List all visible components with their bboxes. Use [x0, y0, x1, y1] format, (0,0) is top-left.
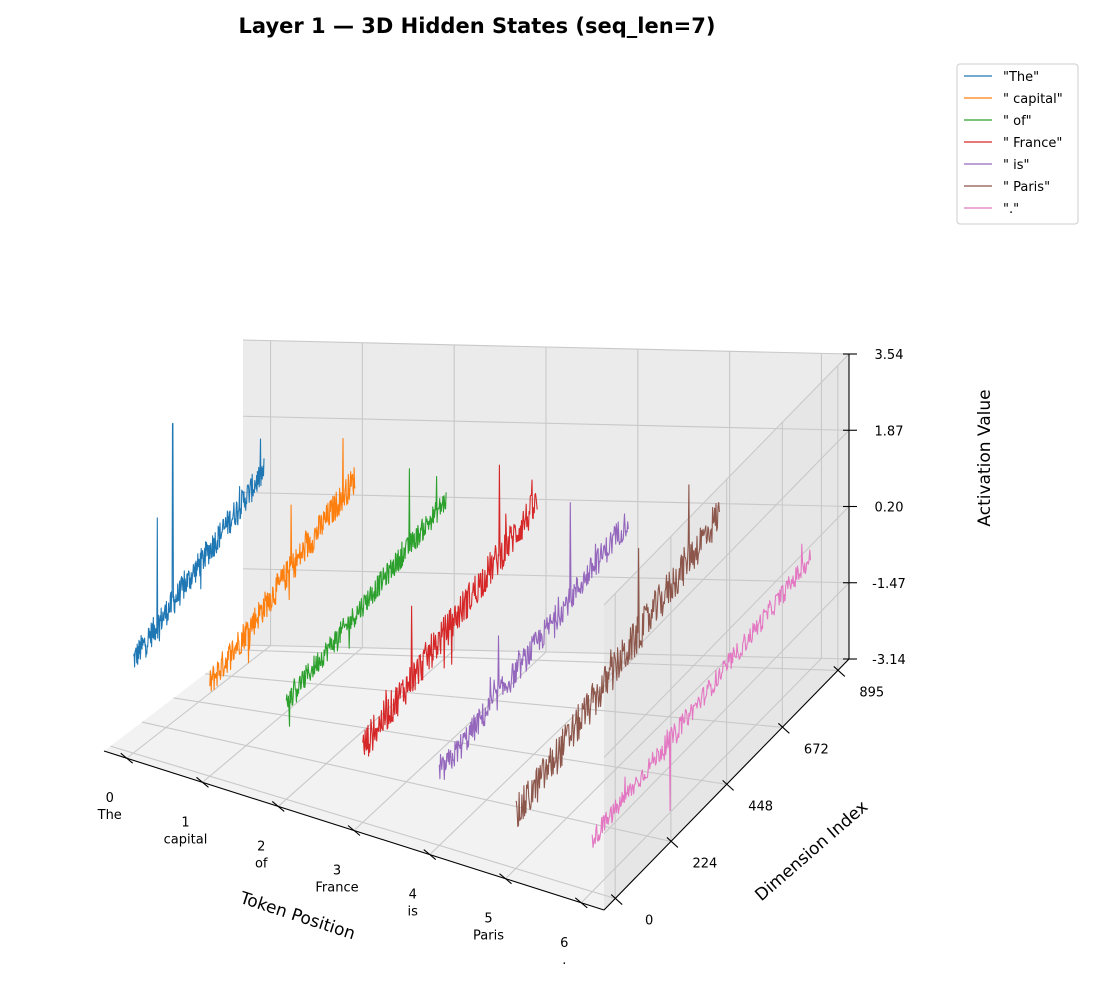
x-tick-label: 4: [409, 888, 417, 903]
series-line-0: [133, 422, 265, 668]
x-tick-mark: [196, 776, 209, 788]
legend: "The" " capital" " of" " France" " is" " Pari…: [956, 63, 1079, 225]
x-tick-token-label: .: [562, 953, 566, 968]
z-gridline: [242, 415, 850, 431]
y-tick-label: 224: [692, 856, 717, 871]
x-tick-mark: [120, 752, 134, 764]
z-gridline: [242, 339, 850, 355]
z-gridline: [603, 582, 850, 835]
x-tick-token-label: capital: [164, 832, 208, 847]
axis-panes: [104, 340, 849, 910]
legend-label: " is": [1003, 158, 1029, 173]
y-tick-mark: [777, 722, 790, 734]
x-axis-label: Token Position: [236, 888, 357, 944]
z-tick-label: -1.47: [872, 577, 906, 592]
y-gridline: [110, 745, 616, 900]
y-gridline: [173, 697, 727, 785]
x-tick-label: 0: [106, 791, 114, 806]
z-gridline: [242, 568, 850, 584]
series-line-2: [285, 468, 447, 727]
z-gridline: [603, 429, 850, 682]
x-tick-label: 5: [484, 912, 492, 927]
series-line-1: [209, 437, 356, 692]
series-line-5: [515, 484, 720, 828]
z-gridline: [603, 506, 850, 758]
z-gridline: [603, 353, 850, 606]
series-line-4: [438, 502, 629, 781]
legend-label: "The": [1003, 70, 1039, 85]
x-tick-token-label: The: [97, 808, 122, 823]
x-tick-token-label: is: [408, 905, 419, 920]
z-tick-label: 0.20: [875, 501, 904, 516]
z-axis-label: Activation Value: [975, 389, 995, 526]
series-line-6: [591, 543, 812, 848]
y-tick-label: 895: [859, 685, 884, 700]
tick-labels: 0 The 1 capital 2 of 3 France 4 is 5 Paris 6. 0 224 448…: [97, 348, 906, 968]
legend-label: " of": [1003, 114, 1032, 129]
y-tick-label: 0: [645, 914, 653, 929]
chart-title: Layer 1 — 3D Hidden States (seq_len=7): [239, 14, 716, 38]
x-tick-label: 6: [560, 936, 568, 951]
legend-label: ".": [1003, 202, 1019, 217]
legend-label: " capital": [1003, 92, 1063, 107]
legend-label: " France": [1003, 136, 1062, 151]
y-tick-label: 672: [804, 742, 829, 757]
z-gridline: [242, 644, 850, 660]
x-tick-mark: [499, 873, 512, 885]
legend-frame: [956, 63, 1079, 225]
x-tick-label: 3: [333, 864, 341, 879]
x-tick-token-label: France: [315, 881, 358, 896]
x-tick-label: 1: [181, 815, 189, 830]
y-tick-label: 448: [748, 799, 773, 814]
y-gridline: [141, 721, 672, 842]
y-gridline: [236, 649, 838, 672]
legend-label: " Paris": [1003, 180, 1050, 195]
y-tick-mark: [722, 779, 734, 791]
x-tick-mark: [271, 800, 285, 812]
x-tick-mark: [423, 849, 437, 861]
series-group: [133, 422, 812, 848]
y-tick-mark: [833, 666, 846, 677]
x-tick-mark: [347, 825, 361, 836]
z-tick-label: 1.87: [875, 424, 904, 439]
series-line-3: [362, 464, 538, 757]
y-tick-mark: [666, 837, 679, 848]
y-tick-mark: [610, 894, 623, 905]
z-tick-label: 3.54: [875, 348, 904, 363]
x-tick-token-label: of: [255, 856, 268, 871]
x-tick-mark: [574, 897, 588, 909]
x-tick-label: 2: [257, 839, 265, 854]
x-tick-token-label: Paris: [473, 929, 504, 944]
z-tick-label: -3.14: [872, 653, 906, 668]
